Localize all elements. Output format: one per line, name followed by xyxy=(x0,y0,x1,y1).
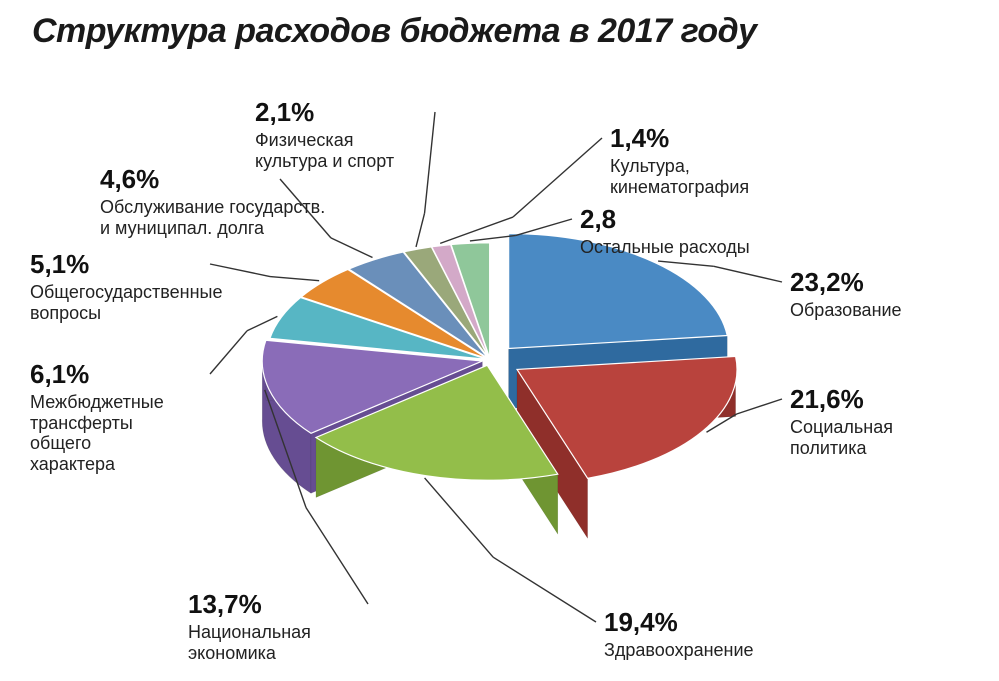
pct-other: 2,8 xyxy=(580,205,750,235)
label-health: 19,4% Здравоохранение xyxy=(604,608,754,661)
label-other: 2,8 Остальные расходы xyxy=(580,205,750,258)
label-sport: 2,1% Физическаякультура и спорт xyxy=(255,98,394,171)
label-culture: 1,4% Культура,кинематография xyxy=(610,124,749,197)
pct-sport: 2,1% xyxy=(255,98,394,128)
label-economy: 13,7% Национальнаяэкономика xyxy=(188,590,311,663)
pct-economy: 13,7% xyxy=(188,590,311,620)
txt-transfers: Межбюджетныетрансфертыобщегохарактера xyxy=(30,392,164,475)
txt-culture: Культура,кинематография xyxy=(610,156,749,197)
pct-social: 21,6% xyxy=(790,385,893,415)
txt-govissues: Общегосударственныевопросы xyxy=(30,282,222,323)
txt-sport: Физическаякультура и спорт xyxy=(255,130,394,171)
pct-culture: 1,4% xyxy=(610,124,749,154)
label-social: 21,6% Социальнаяполитика xyxy=(790,385,893,458)
label-govissues: 5,1% Общегосударственныевопросы xyxy=(30,250,222,323)
label-transfers: 6,1% Межбюджетныетрансфертыобщегохаракте… xyxy=(30,360,164,475)
pct-transfers: 6,1% xyxy=(30,360,164,390)
txt-education: Образование xyxy=(790,300,902,321)
txt-other: Остальные расходы xyxy=(580,237,750,258)
pct-education: 23,2% xyxy=(790,268,902,298)
pie-chart: 23,2% Образование 21,6% Социальнаяполити… xyxy=(0,50,999,681)
txt-health: Здравоохранение xyxy=(604,640,754,661)
txt-debt: Обслуживание государств.и муниципал. дол… xyxy=(100,197,325,238)
txt-economy: Национальнаяэкономика xyxy=(188,622,311,663)
pct-health: 19,4% xyxy=(604,608,754,638)
pct-govissues: 5,1% xyxy=(30,250,222,280)
label-education: 23,2% Образование xyxy=(790,268,902,321)
txt-social: Социальнаяполитика xyxy=(790,417,893,458)
label-debt: 4,6% Обслуживание государств.и муниципал… xyxy=(100,165,325,238)
chart-title: Структура расходов бюджета в 2017 году xyxy=(32,12,757,51)
